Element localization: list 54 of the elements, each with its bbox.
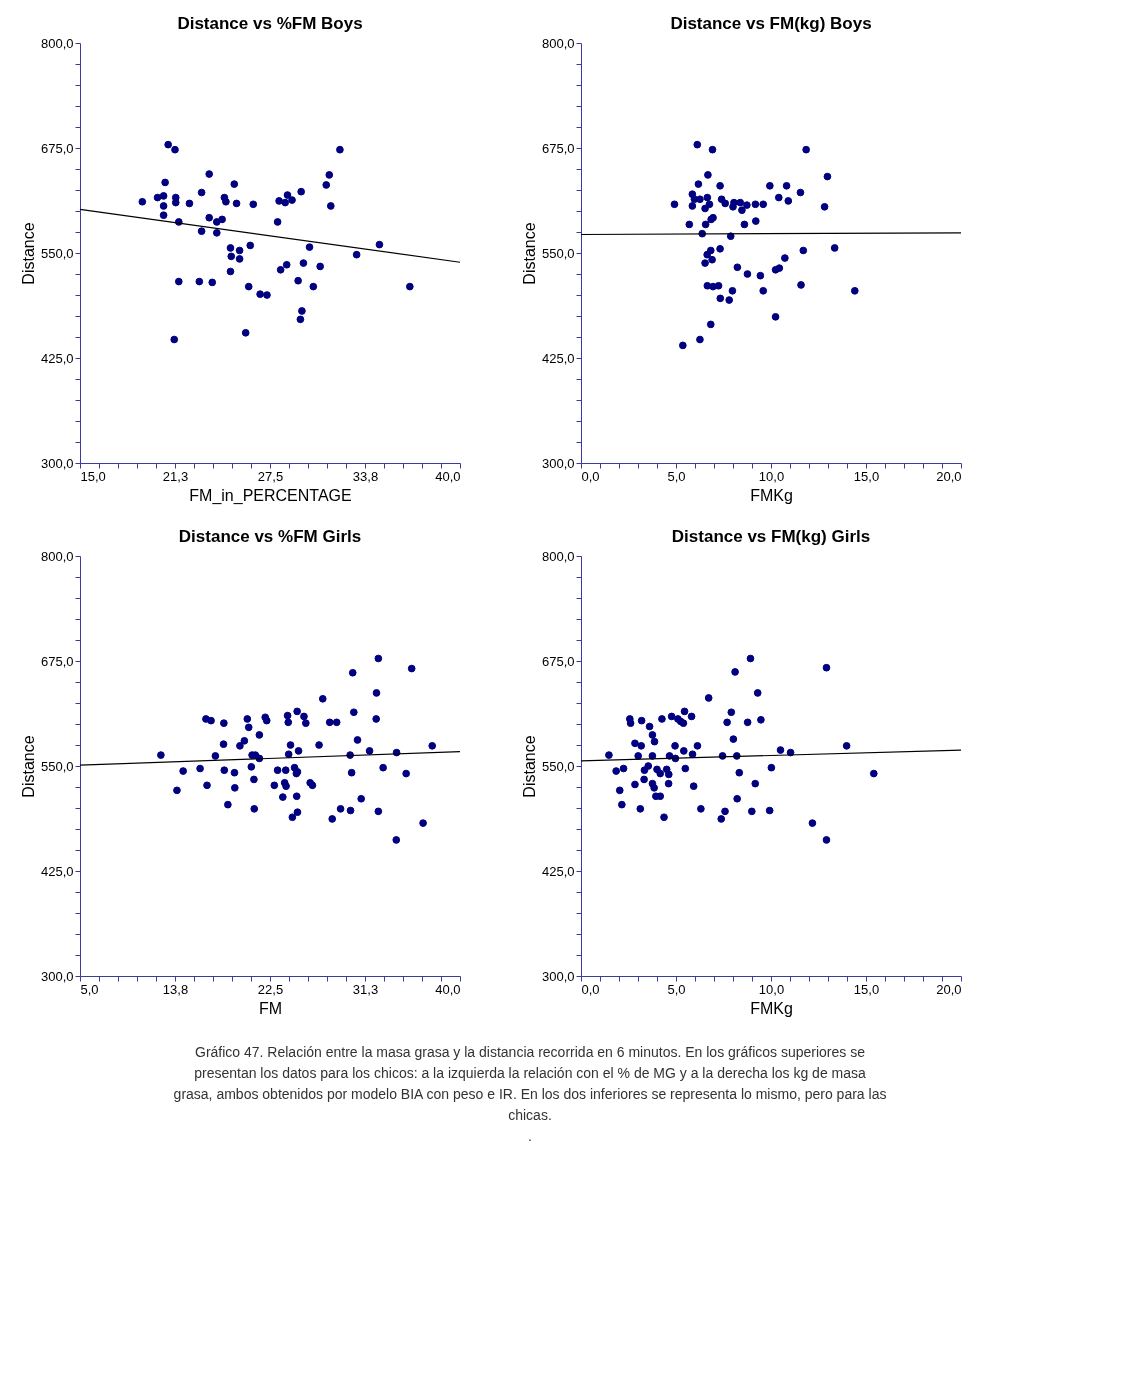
x-tick-label: 15,0 xyxy=(80,468,106,484)
x-tick-label: 33,8 xyxy=(352,468,379,484)
x-tick-label: 5,0 xyxy=(667,981,686,997)
y-tick-label: 425,0 xyxy=(541,863,575,879)
y-axis-title: Distance xyxy=(520,222,538,285)
x-tick-label: 10,0 xyxy=(758,981,785,997)
y-tick-label: 300,0 xyxy=(541,455,575,471)
x-tick-label: 27,5 xyxy=(257,468,284,484)
x-axis-title: FMKg xyxy=(750,999,793,1017)
y-tick-label: 425,0 xyxy=(40,350,74,366)
y-tick-label: 675,0 xyxy=(541,653,575,669)
y-tick-label: 550,0 xyxy=(40,245,74,261)
x-tick-label: 22,5 xyxy=(257,981,284,997)
chart-title: Distance vs %FM Girls xyxy=(178,527,362,546)
x-axis-title: FMKg xyxy=(750,486,793,504)
x-tick-label: 13,8 xyxy=(162,981,189,997)
y-tick-label: 550,0 xyxy=(40,758,74,774)
y-tick-label: 800,0 xyxy=(541,35,575,51)
x-tick-label: 10,0 xyxy=(758,468,785,484)
x-tick-label: 20,0 xyxy=(936,981,962,997)
chart-title: Distance vs FM(kg) Girls xyxy=(671,527,871,546)
x-tick-label: 40,0 xyxy=(435,981,461,997)
y-tick-label: 800,0 xyxy=(40,35,74,51)
y-tick-label: 300,0 xyxy=(40,968,74,984)
y-tick-label: 425,0 xyxy=(40,863,74,879)
x-tick-label: 21,3 xyxy=(162,468,189,484)
y-tick-label: 550,0 xyxy=(541,758,575,774)
chart-title: Distance vs FM(kg) Boys xyxy=(670,14,872,33)
y-tick-label: 800,0 xyxy=(541,548,575,564)
x-tick-label: 5,0 xyxy=(80,981,99,997)
y-tick-label: 675,0 xyxy=(40,653,74,669)
x-tick-label: 15,0 xyxy=(853,981,880,997)
y-tick-label: 800,0 xyxy=(40,548,74,564)
text: . xyxy=(528,1128,532,1144)
y-tick-label: 550,0 xyxy=(541,245,575,261)
x-tick-label: 15,0 xyxy=(853,468,880,484)
x-tick-label: 0,0 xyxy=(581,468,600,484)
x-axis-title: FM xyxy=(258,999,283,1017)
y-tick-label: 300,0 xyxy=(541,968,575,984)
y-axis-title: Distance xyxy=(19,735,37,798)
y-tick-label: 675,0 xyxy=(40,140,74,156)
y-tick-label: 675,0 xyxy=(541,140,575,156)
chart-title: Distance vs %FM Boys xyxy=(177,14,363,33)
y-axis-title: Distance xyxy=(520,735,538,798)
x-tick-label: 0,0 xyxy=(581,981,600,997)
x-tick-label: 5,0 xyxy=(667,468,686,484)
x-axis-title: FM_in_PERCENTAGE xyxy=(189,486,352,505)
x-tick-label: 40,0 xyxy=(435,468,461,484)
y-axis-title: Distance xyxy=(19,222,37,285)
x-tick-label: 31,3 xyxy=(352,981,379,997)
y-tick-label: 300,0 xyxy=(40,455,74,471)
y-tick-label: 425,0 xyxy=(541,350,575,366)
x-tick-label: 20,0 xyxy=(936,468,962,484)
text: Gráfico 47. Relación entre la masa grasa y la distancia recorrida en 6 minutos. En los gráficos superiores se presentan los datos para los chicos: a la izquierda la relación con el % de MG y a la derecha los kg de masa grasa, ambos obtenidos por modelo BIA con peso e IR. En los dos inferiores se representa lo mismo, pero para las chicas. xyxy=(173,1044,887,1123)
